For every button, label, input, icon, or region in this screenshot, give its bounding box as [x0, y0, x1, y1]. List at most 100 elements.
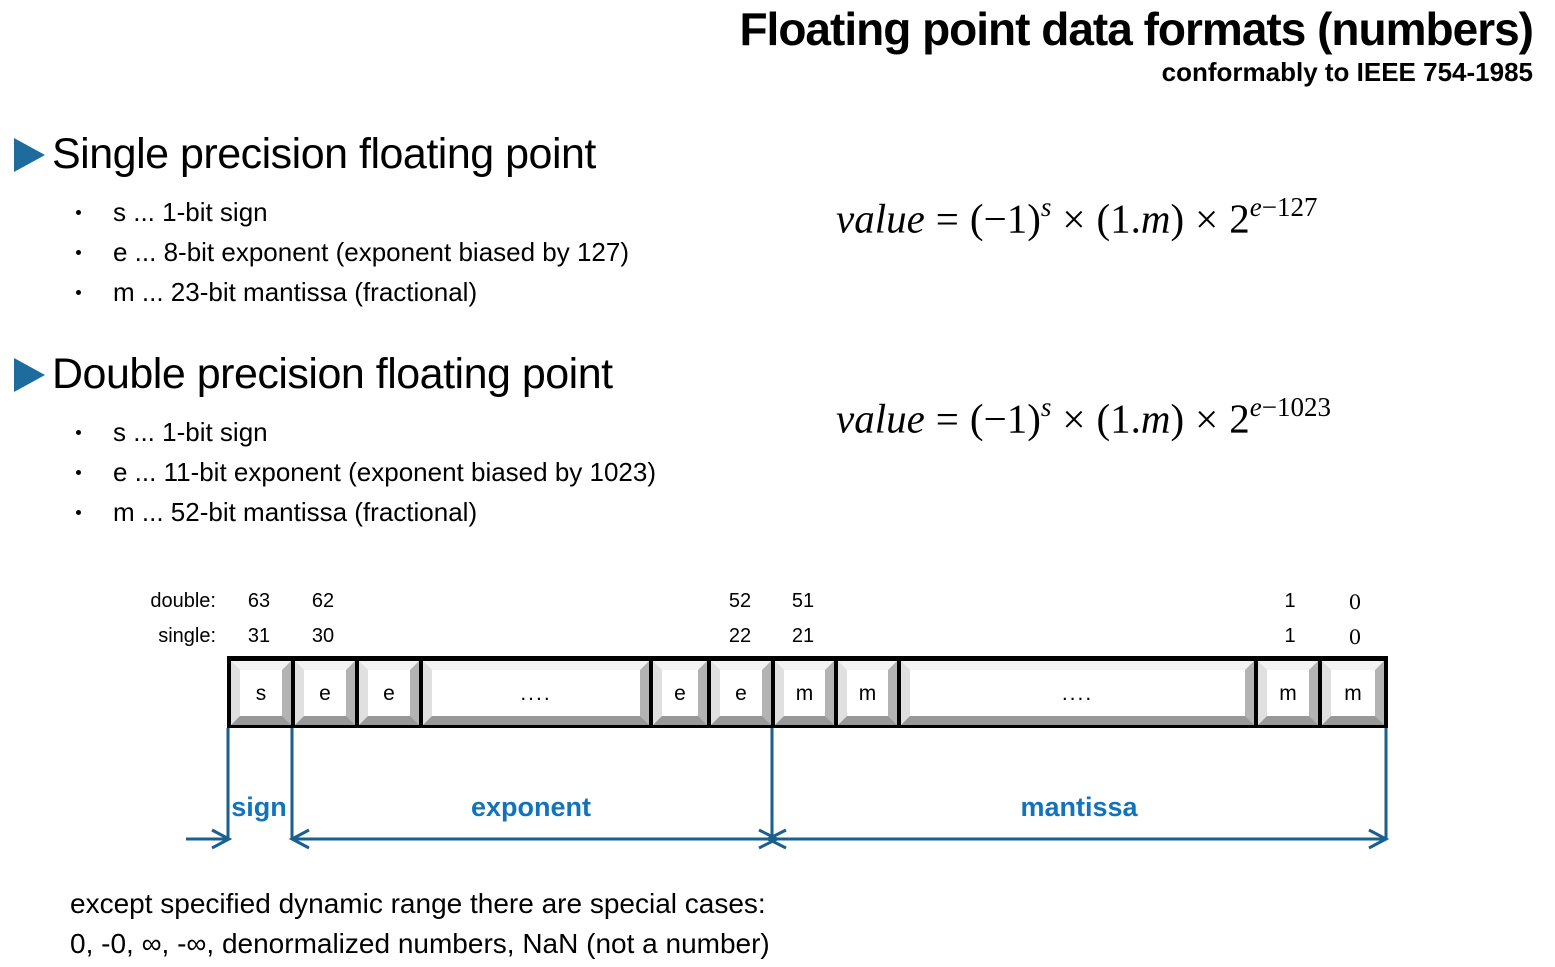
- bullet-dot-icon: [76, 209, 81, 215]
- formula-base: 2: [1229, 195, 1250, 242]
- section-heading: Double precision floating point: [52, 350, 613, 398]
- bit-cell-label: m: [795, 681, 814, 705]
- bit-index: 62: [311, 590, 335, 612]
- formula-mantissa-close: ): [1170, 195, 1185, 242]
- bit-cell-mantissa: m: [1322, 661, 1384, 725]
- formula-exponent-bias: −1023: [1261, 392, 1332, 422]
- formula-lhs: value: [836, 195, 925, 242]
- formula-exponent-e: e: [1249, 392, 1262, 422]
- bit-index: 22: [728, 625, 752, 647]
- section-single-precision: Single precision floating point: [14, 130, 596, 179]
- formula-mantissa-m: m: [1140, 195, 1171, 242]
- bit-cell-label: e: [674, 681, 686, 705]
- bit-index: 52: [728, 590, 752, 612]
- field-label-exponent: exponent: [470, 792, 592, 822]
- bit-cell-label: e: [383, 681, 395, 705]
- bit-cell-sign: s: [231, 661, 291, 725]
- bit-index: 0: [1348, 625, 1362, 649]
- double-precision-bullets: s ... 1-bit sign e ... 11-bit exponent (…: [76, 412, 656, 532]
- bit-cell-exponent: e: [295, 661, 355, 725]
- bit-index: 0: [1348, 590, 1362, 614]
- bit-cell-label: m: [1344, 681, 1362, 705]
- bullet-text: e ... 11-bit exponent (exponent biased b…: [113, 456, 657, 487]
- bullet-text: m ... 52-bit mantissa (fractional): [113, 496, 478, 527]
- bit-cell-mantissa: m: [1258, 661, 1318, 725]
- bit-index: 30: [311, 625, 335, 647]
- bit-cell-label: ....: [1061, 681, 1094, 705]
- bullet-text: s ... 1-bit sign: [113, 196, 268, 227]
- footer-note-line1: except specified dynamic range there are…: [70, 888, 766, 919]
- bit-index: 1: [1284, 590, 1296, 612]
- row-label-single: single:: [158, 625, 216, 647]
- header: Floating point data formats (numbers) co…: [739, 3, 1534, 88]
- formula-mantissa-open: (1.: [1096, 395, 1141, 442]
- bit-cell-mantissa-ellipsis: ....: [901, 661, 1254, 725]
- bullet-dot-icon: [76, 509, 81, 515]
- bit-index: 51: [791, 590, 815, 612]
- triangle-bullet-icon: [14, 357, 45, 392]
- formula-mantissa-m: m: [1140, 395, 1171, 442]
- bullet-dot-icon: [76, 289, 81, 295]
- list-item: e ... 8-bit exponent (exponent biased by…: [76, 232, 629, 272]
- row-label-double: double:: [150, 590, 216, 612]
- formula-sign-exp: s: [1040, 392, 1052, 422]
- formula-lhs: value: [836, 395, 925, 442]
- list-item: s ... 1-bit sign: [76, 412, 656, 452]
- list-item: s ... 1-bit sign: [76, 192, 629, 232]
- bit-cell-exponent: e: [359, 661, 419, 725]
- formula-single-precision: value = (−1)s × (1.m) × 2e−127: [836, 192, 1318, 243]
- multiply-sign: ×: [1062, 195, 1086, 242]
- bit-index: 31: [247, 625, 271, 647]
- bit-cell-exponent-ellipsis: ....: [423, 661, 649, 725]
- multiply-sign: ×: [1195, 395, 1219, 442]
- section-double-precision: Double precision floating point: [14, 350, 613, 399]
- bit-cell-label: ....: [520, 681, 552, 705]
- footer-note-line2: 0, -0, ∞, -∞, denormalized numbers, NaN …: [70, 928, 770, 959]
- bullet-text: m ... 23-bit mantissa (fractional): [113, 276, 478, 307]
- bullet-dot-icon: [76, 469, 81, 475]
- bit-cell-exponent: e: [711, 661, 771, 725]
- formula-base: 2: [1229, 395, 1250, 442]
- single-precision-bullets: s ... 1-bit sign e ... 8-bit exponent (e…: [76, 192, 629, 312]
- bullet-text: s ... 1-bit sign: [113, 416, 268, 447]
- bit-cell-label: s: [255, 681, 267, 705]
- dimension-arrows: [186, 728, 1390, 850]
- bullet-dot-icon: [76, 249, 81, 255]
- page-title: Floating point data formats (numbers): [739, 3, 1534, 55]
- page-subtitle: conformably to IEEE 754-1985: [1161, 56, 1533, 87]
- list-item: e ... 11-bit exponent (exponent biased b…: [76, 452, 656, 492]
- section-heading: Single precision floating point: [52, 130, 596, 178]
- bit-cell-label: e: [735, 681, 747, 705]
- formula-exponent-e: e: [1249, 192, 1262, 222]
- bullet-dot-icon: [76, 429, 81, 435]
- multiply-sign: ×: [1195, 195, 1219, 242]
- list-item: m ... 23-bit mantissa (fractional): [76, 272, 629, 312]
- bit-index: 1: [1284, 625, 1296, 647]
- formula-exponent-bias: −127: [1261, 192, 1318, 222]
- list-item: m ... 52-bit mantissa (fractional): [76, 492, 656, 532]
- bit-index: 63: [247, 590, 271, 612]
- bit-cell-label: e: [319, 681, 331, 705]
- field-label-mantissa: mantissa: [1020, 792, 1138, 822]
- triangle-bullet-icon: [14, 137, 45, 172]
- bullet-text: e ... 8-bit exponent (exponent biased by…: [113, 236, 630, 267]
- formula-double-precision: value = (−1)s × (1.m) × 2e−1023: [836, 392, 1332, 443]
- bit-cell-mantissa: m: [838, 661, 897, 725]
- formula-neg-one: (−1): [969, 395, 1041, 442]
- bit-cell-label: m: [858, 681, 877, 705]
- bit-cell-label: m: [1279, 681, 1297, 705]
- bit-cell-mantissa: m: [775, 661, 834, 725]
- formula-sign-exp: s: [1040, 192, 1052, 222]
- footer-note: except specified dynamic range there are…: [70, 884, 770, 964]
- formula-neg-one: (−1): [969, 195, 1041, 242]
- equals-sign: =: [935, 195, 959, 242]
- field-label-sign: sign: [231, 792, 287, 822]
- multiply-sign: ×: [1062, 395, 1086, 442]
- bit-cell-exponent: e: [653, 661, 707, 725]
- formula-mantissa-close: ): [1170, 395, 1185, 442]
- bit-index: 21: [791, 625, 815, 647]
- bit-field-diagram: s e e .... e e m m .... m m: [227, 656, 1388, 728]
- formula-mantissa-open: (1.: [1096, 195, 1141, 242]
- equals-sign: =: [935, 395, 959, 442]
